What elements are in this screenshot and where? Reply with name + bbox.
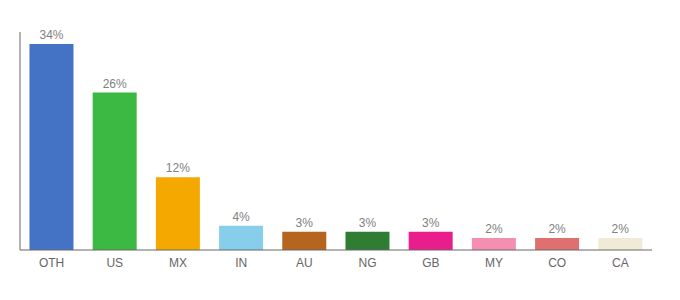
svg-text:4%: 4% [232,210,250,224]
svg-text:AU: AU [296,256,313,270]
svg-text:MX: MX [169,256,187,270]
svg-text:US: US [106,256,123,270]
svg-text:2%: 2% [612,222,630,236]
svg-text:12%: 12% [166,161,190,175]
svg-text:3%: 3% [296,216,314,230]
svg-text:CA: CA [612,256,629,270]
svg-text:34%: 34% [39,28,63,42]
svg-text:OTH: OTH [39,256,64,270]
svg-text:GB: GB [422,256,439,270]
svg-text:26%: 26% [103,77,127,91]
svg-text:3%: 3% [359,216,377,230]
svg-text:IN: IN [235,256,247,270]
svg-text:2%: 2% [548,222,566,236]
svg-text:MY: MY [485,256,503,270]
svg-text:2%: 2% [485,222,503,236]
svg-text:NG: NG [359,256,377,270]
svg-text:3%: 3% [422,216,440,230]
svg-text:CO: CO [548,256,566,270]
